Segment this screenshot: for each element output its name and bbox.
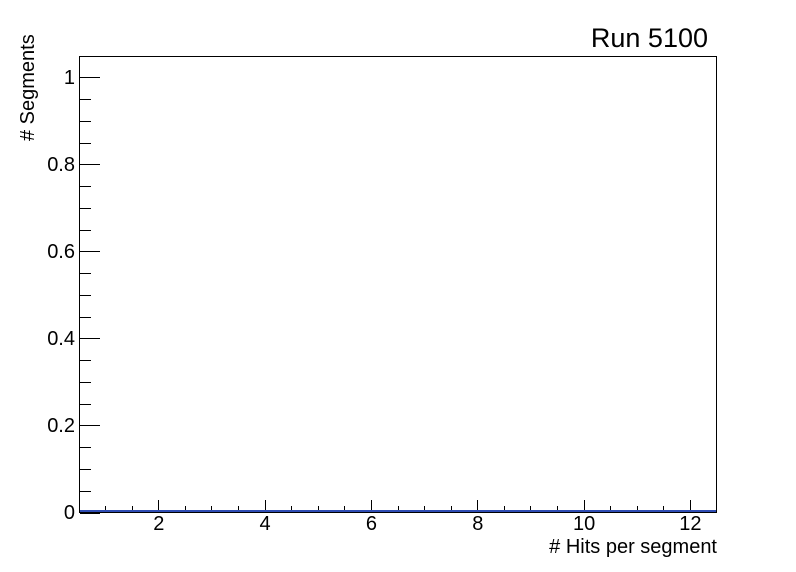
x-tick-label: 4 [259,513,271,535]
x-minor-tick [636,506,638,513]
histogram-zero-line [80,510,716,512]
x-major-tick [264,500,266,513]
x-major-tick [689,500,691,513]
y-minor-tick [80,273,91,275]
y-tick-label: 0.6 [47,240,75,263]
y-major-tick [80,251,100,253]
y-tick-label: 0.8 [47,153,75,176]
x-minor-tick [397,506,399,513]
y-minor-tick [80,490,91,492]
x-minor-tick [450,506,452,513]
y-minor-tick [80,316,91,318]
x-minor-tick [105,506,107,513]
x-minor-tick [317,506,319,513]
x-minor-tick [238,506,239,513]
x-minor-tick [663,506,665,513]
y-minor-tick [80,120,91,122]
x-major-tick [370,500,372,513]
y-major-tick [80,338,100,340]
x-minor-tick [131,506,133,513]
y-tick-label: 0.4 [47,327,75,350]
y-axis-title: # Segments [17,34,39,141]
x-minor-tick [610,506,612,513]
y-minor-tick [80,360,91,362]
y-minor-tick [80,99,91,101]
plot-frame [79,56,717,513]
x-tick-label: 12 [679,513,702,535]
y-major-tick [80,512,100,514]
x-minor-tick [530,506,532,513]
y-minor-tick [80,403,91,405]
x-tick-label: 6 [365,513,377,535]
y-tick-label: 1 [63,66,75,89]
x-minor-tick [424,506,426,513]
x-major-tick [477,500,479,513]
y-tick-label: 0 [63,502,75,524]
x-major-tick [158,500,160,513]
y-minor-tick [80,381,91,383]
x-major-tick [583,500,585,513]
plot-title: Run 5100 [590,23,708,53]
y-minor-tick [80,447,91,449]
y-minor-tick [80,468,91,470]
x-minor-tick [211,506,213,513]
x-tick-label: 8 [472,513,484,535]
x-minor-tick [503,506,505,513]
x-minor-tick [291,506,293,513]
y-minor-tick [80,186,91,188]
y-minor-tick [80,207,91,209]
y-major-tick [80,425,100,427]
x-axis-title: # Hits per segment [549,536,717,558]
y-minor-tick [80,294,91,296]
x-tick-label: 10 [572,513,596,535]
y-tick-label: 0.2 [47,414,75,437]
y-minor-tick [80,229,91,231]
x-minor-tick [557,506,558,513]
y-minor-tick [80,142,91,144]
x-minor-tick [344,506,346,513]
x-minor-tick [184,506,186,513]
x-tick-label: 2 [153,513,165,535]
y-major-tick [80,164,100,166]
y-major-tick [80,77,100,79]
